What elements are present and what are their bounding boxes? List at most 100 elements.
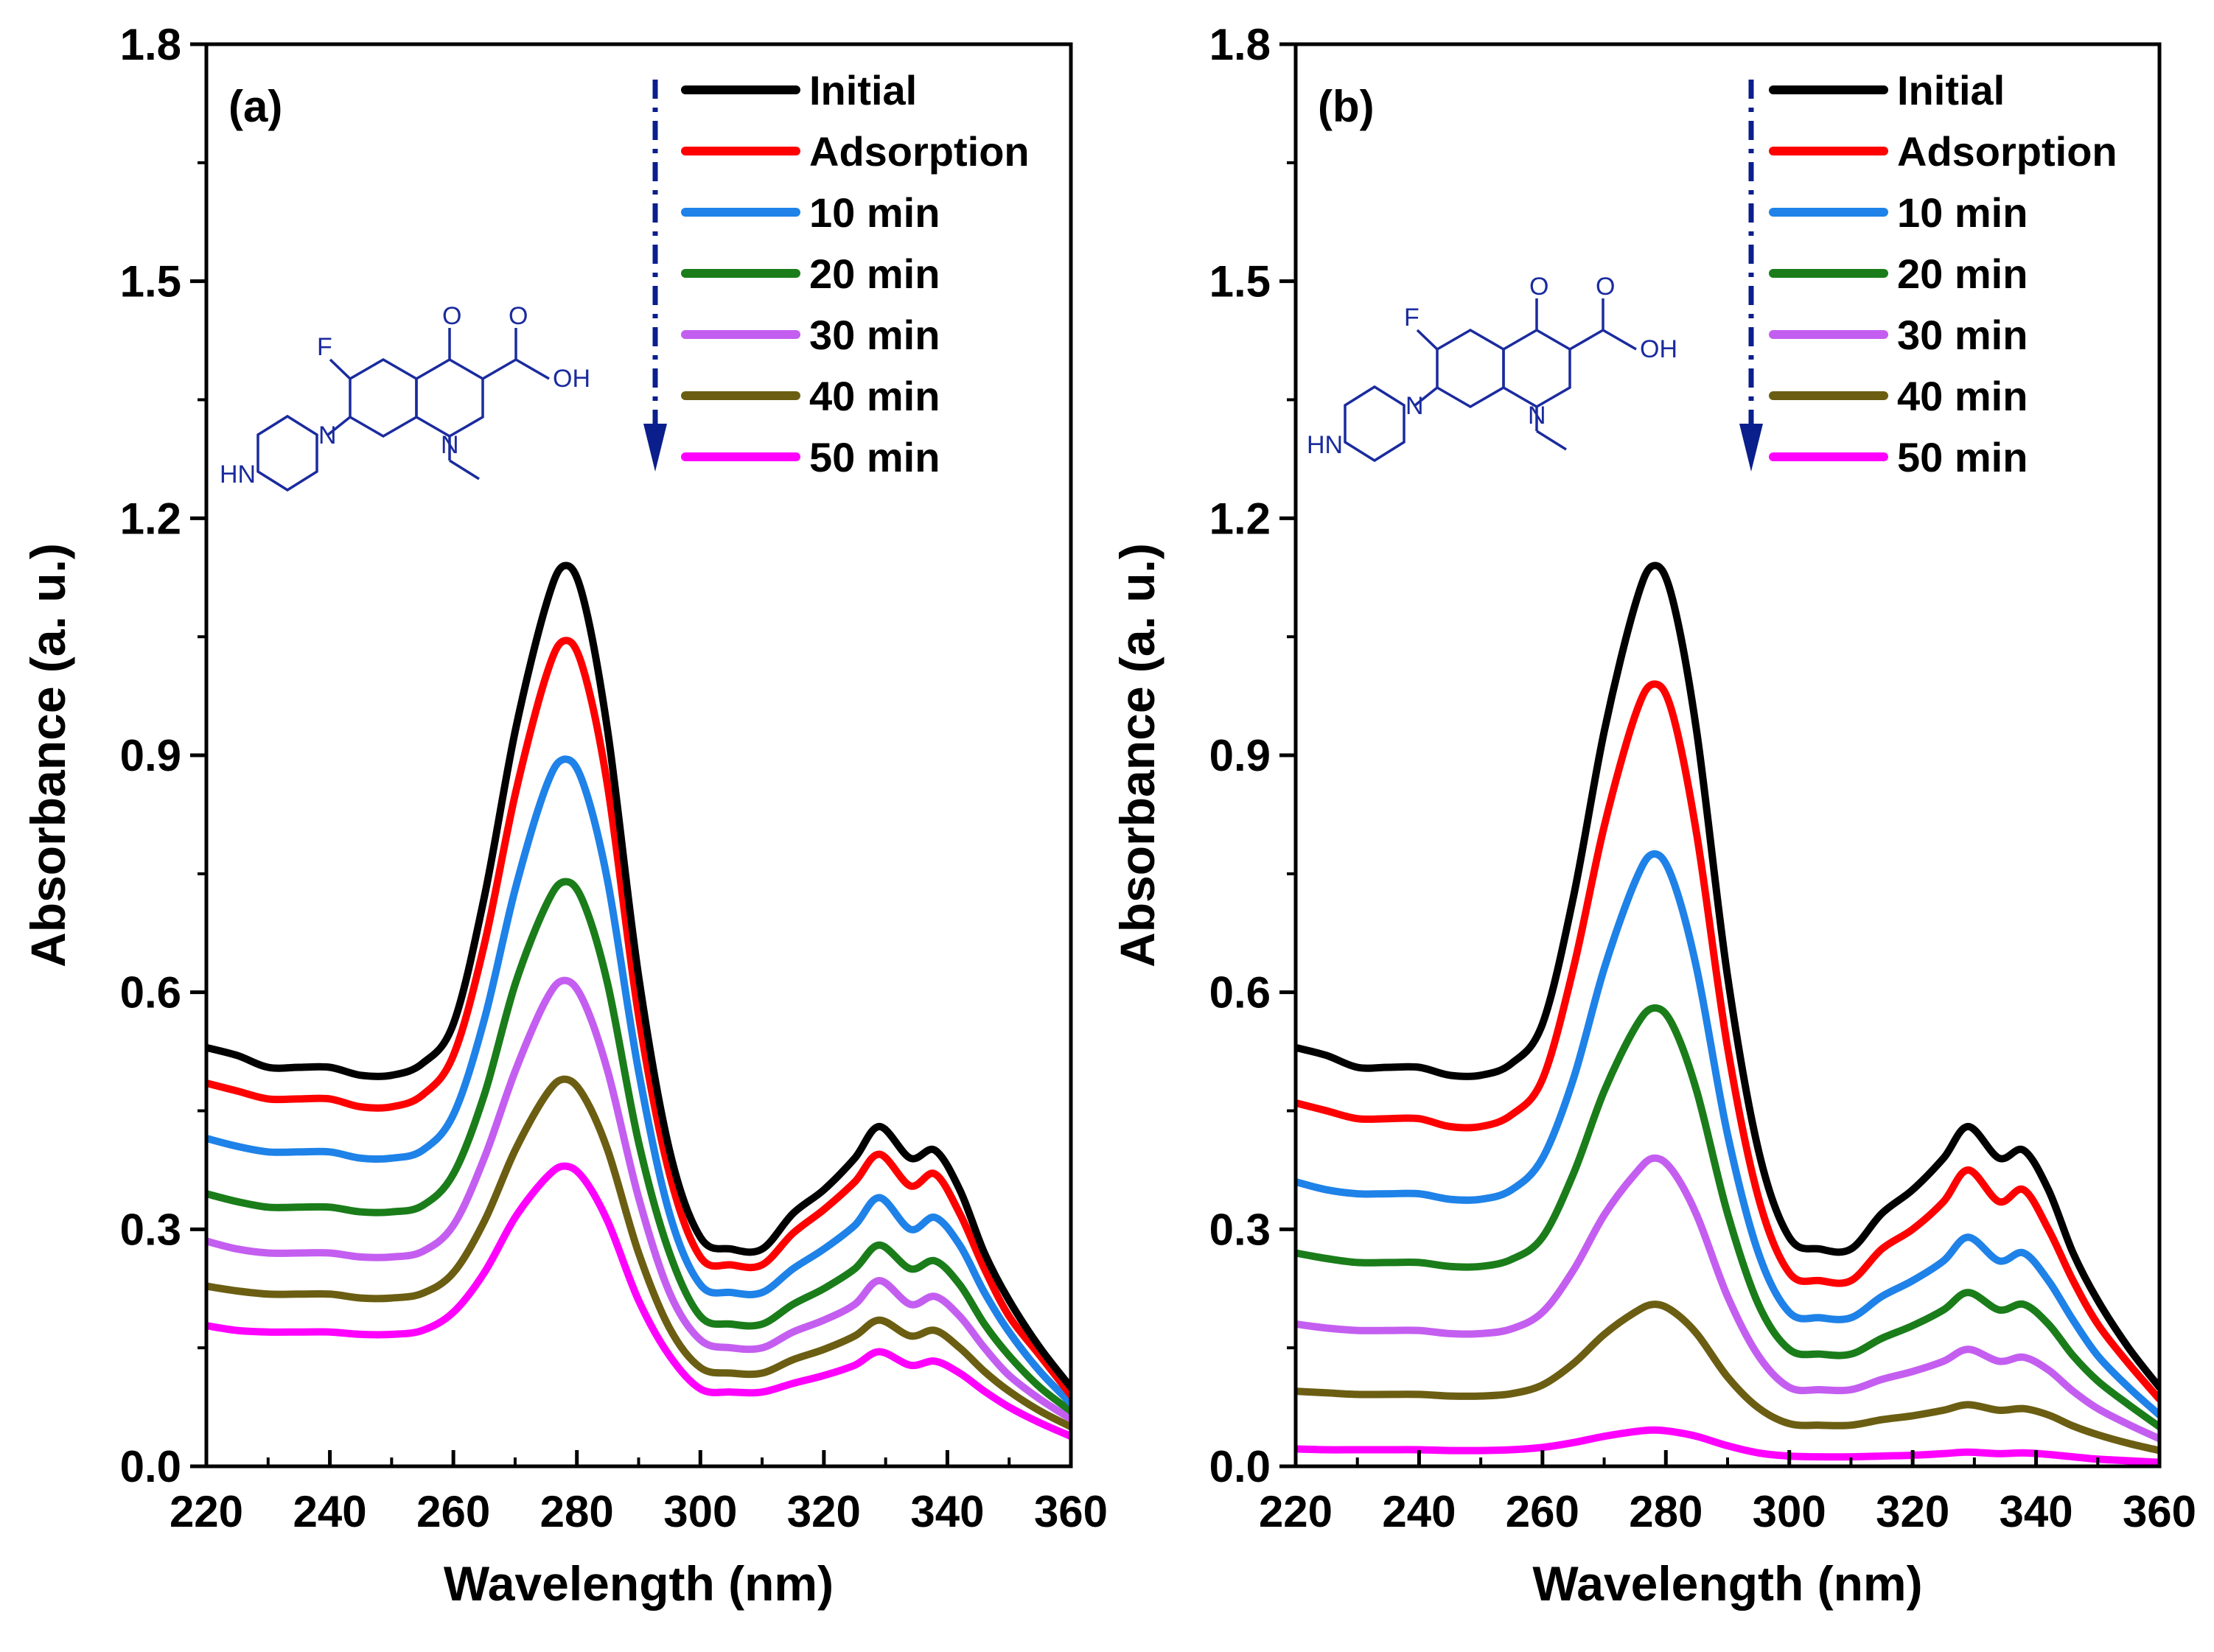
x-tick-label: 320 bbox=[1876, 1487, 1949, 1536]
series-group bbox=[206, 561, 1071, 1441]
x-tick-label: 360 bbox=[2123, 1487, 2196, 1536]
y-tick-label: 0.3 bbox=[120, 1205, 181, 1254]
panel-label: (a) bbox=[228, 82, 282, 131]
x-tick-label: 280 bbox=[1629, 1487, 1703, 1536]
molecule-atom-n1: N bbox=[1528, 402, 1546, 430]
molecule-atom-hn: HN bbox=[220, 461, 256, 489]
molecule-atom-n1: N bbox=[441, 431, 459, 459]
x-tick-label: 280 bbox=[540, 1487, 614, 1536]
molecule-bond bbox=[1416, 329, 1439, 351]
legend-label: 20 min bbox=[809, 251, 940, 297]
y-tick-label: 0.6 bbox=[1209, 968, 1271, 1018]
legend-label: 50 min bbox=[1897, 434, 2028, 480]
y-tick-label: 0.9 bbox=[1209, 731, 1271, 780]
molecule-bond bbox=[329, 358, 352, 380]
molecule-atom-f: F bbox=[1404, 304, 1419, 332]
molecule-structure: F O O OH N N HN bbox=[1307, 273, 1677, 463]
series-line-30-min bbox=[1296, 1154, 2159, 1443]
y-tick-label: 1.8 bbox=[120, 20, 181, 69]
x-tick-label: 300 bbox=[663, 1487, 737, 1536]
molecule-bond bbox=[1602, 329, 1637, 351]
legend-label: 10 min bbox=[809, 189, 940, 236]
molecule-atom-o: O bbox=[442, 302, 461, 330]
panel-label: (b) bbox=[1318, 82, 1375, 131]
molecule-bond bbox=[1569, 329, 1604, 351]
molecule-bond bbox=[326, 416, 352, 436]
x-tick-label: 340 bbox=[2000, 1487, 2073, 1536]
molecule-atom-n4: N bbox=[318, 421, 337, 449]
molecule-atom-hn: HN bbox=[1307, 431, 1343, 459]
legend-label: 30 min bbox=[1897, 312, 2028, 358]
molecule-atom-acid-o: O bbox=[509, 302, 528, 330]
y-tick-label: 0.0 bbox=[1209, 1442, 1271, 1491]
series-line-20-min bbox=[206, 878, 1071, 1415]
molecule-atom-oh: OH bbox=[553, 365, 590, 393]
y-tick-label: 0.3 bbox=[1209, 1205, 1271, 1254]
molecule-ring-pyridone bbox=[1502, 328, 1571, 409]
x-tick-label: 360 bbox=[1034, 1487, 1108, 1536]
x-tick-label: 240 bbox=[1382, 1487, 1456, 1536]
molecule-atom-n4: N bbox=[1405, 392, 1424, 420]
legend-label: 30 min bbox=[809, 312, 940, 358]
legend-label: 40 min bbox=[1897, 373, 2028, 419]
molecule-ring-benzene bbox=[349, 357, 418, 438]
legend-label: Adsorption bbox=[809, 128, 1030, 175]
molecule-ring-pyridone bbox=[415, 357, 484, 438]
y-tick-label: 1.2 bbox=[1209, 494, 1271, 543]
molecule-bond bbox=[1414, 386, 1439, 407]
molecule-atom-f: F bbox=[317, 333, 332, 361]
molecule-atom-oh: OH bbox=[1640, 335, 1677, 363]
x-tick-label: 260 bbox=[416, 1487, 490, 1536]
x-tick-label: 260 bbox=[1506, 1487, 1579, 1536]
x-tick-label: 220 bbox=[170, 1487, 243, 1536]
series-line-initial bbox=[206, 561, 1071, 1391]
x-axis-title: Wavelength (nm) bbox=[1532, 1556, 1922, 1611]
y-tick-label: 1.2 bbox=[120, 494, 181, 543]
legend: Initial Adsorption 10 min 20 min 30 min 40 mi… bbox=[681, 67, 1030, 480]
molecule-structure: F O O OH N N HN bbox=[220, 302, 590, 492]
legend-label: 20 min bbox=[1897, 251, 2028, 297]
molecule-atom-acid-o: O bbox=[1596, 273, 1615, 301]
series-line-40-min bbox=[206, 1075, 1071, 1431]
legend-label: Initial bbox=[809, 67, 917, 113]
molecule-atom-o: O bbox=[1529, 273, 1548, 301]
series-line-adsorption bbox=[1296, 680, 2159, 1403]
trend-arrow-head bbox=[643, 424, 667, 472]
molecule-bond bbox=[449, 459, 480, 480]
y-tick-label: 0.9 bbox=[120, 731, 181, 780]
legend-label: Initial bbox=[1897, 67, 2005, 113]
y-tick-label: 0.0 bbox=[120, 1442, 181, 1491]
y-tick-label: 0.6 bbox=[120, 968, 181, 1018]
series-line-40-min bbox=[1296, 1301, 2159, 1455]
y-tick-label: 1.8 bbox=[1209, 20, 1271, 69]
x-tick-label: 340 bbox=[910, 1487, 984, 1536]
series-group bbox=[1296, 561, 2159, 1466]
series-line-20-min bbox=[1296, 1004, 2159, 1431]
chart-panel-b: 220 240 260 280 300 320 340 360 0.0 0.3 0.6 0.9 1.2 1… bbox=[1110, 20, 2196, 1611]
y-tick-label: 1.5 bbox=[1209, 257, 1271, 307]
x-axis-title: Wavelength (nm) bbox=[444, 1556, 834, 1611]
molecule-ring-piperazine bbox=[256, 414, 318, 492]
legend-label: 40 min bbox=[809, 373, 940, 419]
legend-label: 50 min bbox=[809, 434, 940, 480]
series-line-10-min bbox=[206, 755, 1071, 1407]
molecule-ring-piperazine bbox=[1344, 385, 1405, 463]
y-tick-label: 1.5 bbox=[120, 257, 181, 307]
legend: Initial Adsorption 10 min 20 min 30 min 40 mi… bbox=[1769, 67, 2117, 480]
series-line-initial bbox=[1296, 561, 2159, 1391]
molecule-ring-benzene bbox=[1436, 328, 1505, 409]
x-tick-label: 240 bbox=[293, 1487, 367, 1536]
y-axis-title: Absorbance (a. u.) bbox=[21, 543, 75, 967]
molecule-bond bbox=[515, 358, 550, 380]
y-axis-title: Absorbance (a. u.) bbox=[1110, 543, 1164, 967]
molecule-bond bbox=[482, 358, 517, 380]
series-line-50-min bbox=[206, 1162, 1071, 1441]
series-line-30-min bbox=[206, 976, 1071, 1423]
x-tick-label: 320 bbox=[787, 1487, 861, 1536]
legend-label: 10 min bbox=[1897, 189, 2028, 236]
trend-arrow-head bbox=[1739, 424, 1763, 472]
x-tick-label: 300 bbox=[1753, 1487, 1826, 1536]
x-tick-label: 220 bbox=[1259, 1487, 1333, 1536]
